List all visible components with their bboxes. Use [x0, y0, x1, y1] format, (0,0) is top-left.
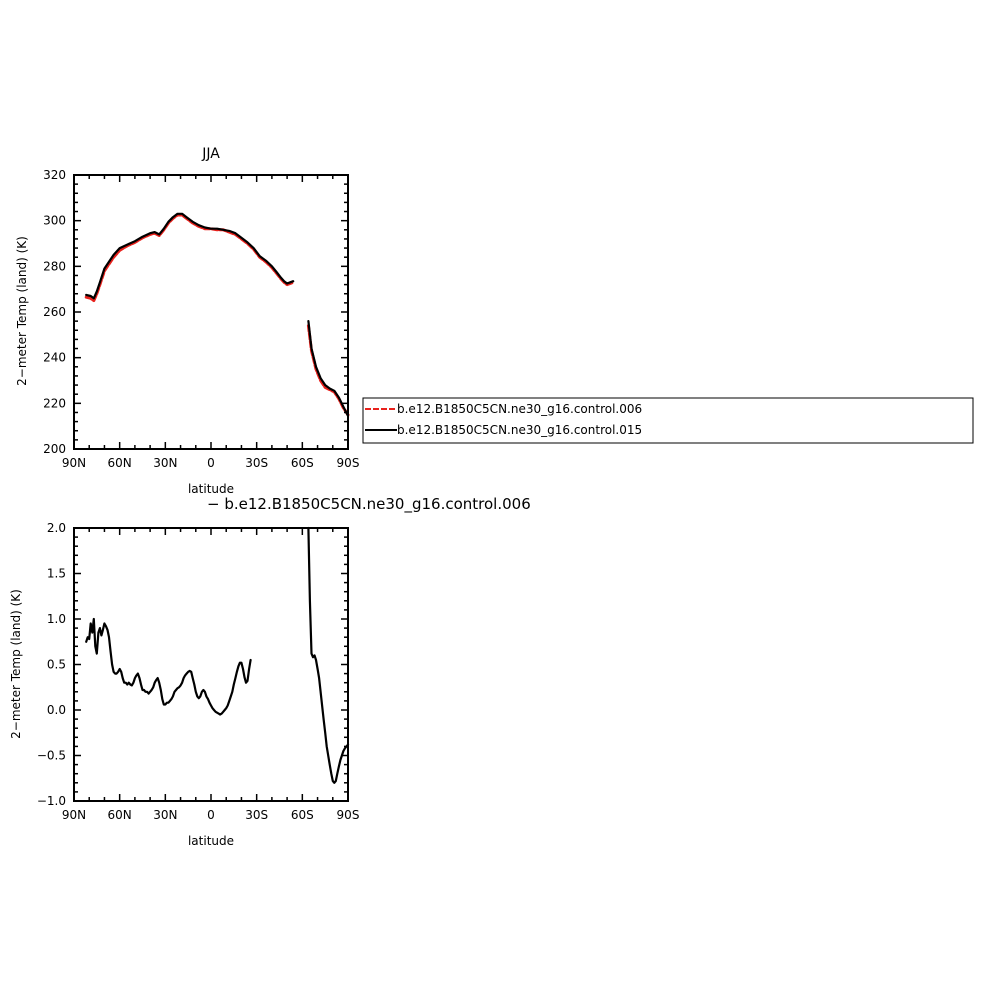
top-x-tick-label: 60S — [291, 456, 314, 470]
top-x-axis-label: latitude — [188, 482, 234, 496]
top-x-tick-labels: 90N 60N 30N 0 30S 60S 90S — [62, 456, 360, 470]
top-series-2-segment-2 — [307, 320, 350, 417]
top-series-1-segment-2 — [306, 324, 350, 417]
bottom-x-tick-label: 90N — [62, 808, 86, 822]
bottom-x-tick-label: 60N — [108, 808, 132, 822]
top-y-tick-label: 300 — [43, 214, 66, 228]
top-y-tick-label: 240 — [43, 351, 66, 365]
bottom-x-tick-label: 30S — [245, 808, 268, 822]
bottom-x-tick-label: 90S — [337, 808, 360, 822]
bottom-y-tick-label: 0.0 — [47, 703, 66, 717]
top-y-tick-labels: 200 220 240 260 280 300 320 — [43, 168, 66, 456]
bottom-x-axis-label: latitude — [188, 834, 234, 848]
bottom-series-1-segment-1 — [85, 617, 252, 716]
top-x-tick-label: 90S — [337, 456, 360, 470]
top-x-tick-label: 30N — [153, 456, 177, 470]
chart-bottom: − b.e12.B1850C5CN.ne30_g16.control.006 9… — [9, 495, 531, 848]
top-x-tick-label: 60N — [108, 456, 132, 470]
top-y-tick-label: 280 — [43, 259, 66, 273]
bottom-x-tick-labels: 90N 60N 30N 0 30S 60S 90S — [62, 808, 360, 822]
bottom-series-1-segment-2 — [307, 526, 350, 784]
bottom-y-tick-label: 2.0 — [47, 521, 66, 535]
bottom-y-tick-labels: −1.0 −0.5 0.0 0.5 1.0 1.5 2.0 — [37, 521, 66, 808]
bottom-plot-frame — [73, 527, 349, 802]
bottom-y-tick-label: −1.0 — [37, 794, 66, 808]
bottom-plot-area — [73, 526, 350, 802]
bottom-y-axis-label: 2−meter Temp (land) (K) — [9, 589, 23, 739]
bottom-x-tick-label: 30N — [153, 808, 177, 822]
bottom-x-tick-label: 0 — [207, 808, 215, 822]
top-x-tick-label: 0 — [207, 456, 215, 470]
top-y-tick-label: 260 — [43, 305, 66, 319]
bottom-x-tick-label: 60S — [291, 808, 314, 822]
top-x-tick-label: 90N — [62, 456, 86, 470]
bottom-y-tick-label: −0.5 — [37, 749, 66, 763]
bottom-y-tick-label: 1.0 — [47, 612, 66, 626]
top-y-axis-label: 2−meter Temp (land) (K) — [15, 236, 29, 386]
bottom-chart-title: − b.e12.B1850C5CN.ne30_g16.control.006 — [207, 495, 531, 514]
chart-top: JJA 90N 60N 30N 0 30S 60S 90S 200 220 240 260 280 3… — [15, 146, 359, 496]
legend-label-015: b.e12.B1850C5CN.ne30_g16.control.015 — [397, 423, 642, 437]
legend-box — [362, 397, 974, 444]
legend-label-006: b.e12.B1850C5CN.ne30_g16.control.006 — [397, 402, 642, 416]
top-x-tick-label: 30S — [245, 456, 268, 470]
top-y-tick-label: 320 — [43, 168, 66, 182]
bottom-y-tick-label: 1.5 — [47, 567, 66, 581]
top-series-2-segment-1 — [85, 212, 295, 300]
top-chart-title: JJA — [201, 146, 220, 162]
top-y-tick-label: 220 — [43, 396, 66, 410]
top-plot-frame — [73, 174, 349, 450]
top-plot-area — [73, 174, 350, 450]
top-y-tick-label: 200 — [43, 442, 66, 456]
legend: b.e12.B1850C5CN.ne30_g16.control.006 b.e… — [362, 397, 974, 444]
bottom-y-tick-label: 0.5 — [47, 658, 66, 672]
